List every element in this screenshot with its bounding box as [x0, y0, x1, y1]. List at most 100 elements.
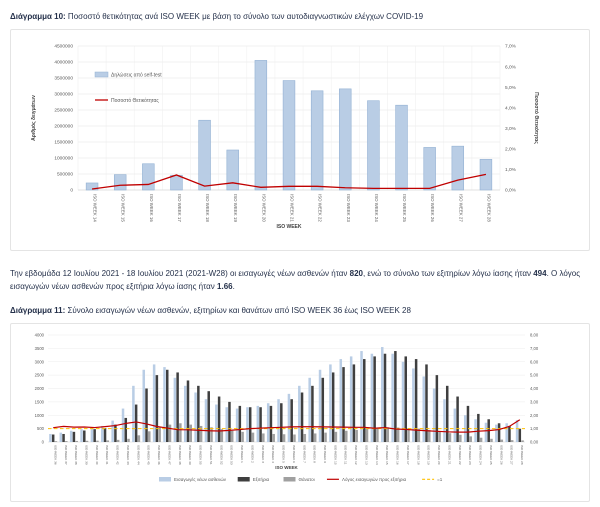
bar-series-0 — [505, 423, 508, 442]
x-axis-tick: ISO WEEK 50 — [199, 445, 203, 465]
bar-series-1 — [435, 375, 439, 442]
bar-series-1 — [425, 364, 428, 442]
selftest-bar — [85, 182, 99, 191]
bar-series-2 — [220, 429, 224, 442]
right-axis-tick: 1,00 — [530, 426, 539, 431]
x-axis-tick: ISO WEEK 36 — [53, 445, 57, 465]
bar-series-1 — [269, 405, 273, 442]
right-axis-tick: 3,0% — [505, 126, 517, 132]
x-axis-tick: ISO WEEK 39 — [84, 445, 88, 465]
bar-series-0 — [287, 393, 291, 442]
left-axis-tick: 3500000 — [54, 76, 73, 82]
x-axis-tick: ISO WEEK 27 — [510, 445, 514, 465]
chart11-heading-prefix: Διάγραμμα 11: — [10, 306, 66, 315]
right-axis-tick: 7,0% — [505, 44, 517, 50]
legend-series-2-label: Θάνατοι — [299, 476, 315, 482]
x-axis-tick: ISO WEEK 46 — [157, 445, 161, 465]
bar-series-0 — [90, 428, 94, 442]
bar-series-1 — [93, 429, 96, 442]
left-axis-tick: 1500000 — [54, 140, 73, 146]
bar-series-1 — [414, 359, 418, 442]
selftest-bar — [423, 147, 436, 191]
x-axis-tick: ISO WEEK 16 — [149, 194, 154, 222]
chart10-heading-prefix: Διάγραμμα 10: — [10, 12, 66, 21]
x-axis-tick: ISO WEEK 3 — [261, 445, 265, 463]
bar-series-2 — [459, 434, 462, 442]
right-axis-tick: 5,00 — [530, 373, 539, 378]
bar-series-1 — [280, 403, 283, 442]
bar-series-2 — [106, 440, 110, 442]
bar-series-1 — [352, 364, 356, 442]
positivity-line — [91, 173, 487, 190]
bar-series-0 — [453, 408, 457, 442]
bar-series-2 — [168, 424, 172, 442]
x-axis-tick: ISO WEEK 14 — [93, 194, 98, 222]
bar-series-0 — [183, 385, 187, 442]
x-axis-tick: ISO WEEK 5 — [282, 445, 286, 463]
bar-series-1 — [466, 405, 470, 442]
bar-series-1 — [363, 359, 366, 442]
right-axis-tick: 2,0% — [505, 147, 517, 153]
bar-series-0 — [339, 359, 343, 442]
bar-series-2 — [345, 430, 348, 442]
x-axis-tick: ISO WEEK 9 — [323, 445, 327, 463]
x-axis-tick: ISO WEEK 18 — [416, 445, 420, 465]
x-axis-tick: ISO WEEK 26 — [430, 194, 435, 222]
x-axis-tick: ISO WEEK 8 — [313, 445, 317, 463]
bar-series-0 — [246, 407, 249, 442]
bar-series-2 — [251, 432, 255, 442]
x-axis-tick: ISO WEEK 21 — [290, 194, 295, 222]
bar-series-1 — [155, 375, 159, 442]
bar-series-0 — [495, 424, 498, 442]
bar-series-1 — [383, 353, 387, 442]
bar-series-0 — [173, 377, 177, 442]
chart11-svg: 4000 3500 3000 2500 2000 1500 1000 500 0 8,00 7,00… — [35, 333, 539, 483]
bar-series-2 — [521, 440, 524, 442]
bar-series-1 — [259, 407, 262, 442]
bar-series-0 — [225, 407, 228, 442]
x-axis-tick: ISO WEEK 16 — [396, 445, 400, 465]
x-axis-tick: ISO WEEK 10 — [333, 445, 337, 465]
x-axis-tick: ISO WEEK 47 — [167, 445, 171, 465]
bar-series-0 — [381, 347, 384, 442]
legend-ratio-label: Λόγος εισαγωγών προς εξιτήρια — [342, 476, 407, 482]
bar-series-0 — [329, 364, 332, 442]
bar-series-2 — [293, 434, 296, 442]
bar-series-1 — [145, 388, 148, 442]
bar-series-1 — [394, 351, 397, 442]
x-axis-tick: ISO WEEK 25 — [402, 194, 407, 222]
bar-series-2 — [65, 441, 68, 442]
bar-series-0 — [121, 408, 125, 442]
left-axis-tick: 4000 — [35, 333, 45, 338]
x-axis-tick: ISO WEEK 24 — [479, 445, 483, 465]
x-axis-tick: ISO WEEK 22 — [458, 445, 462, 465]
bar-series-1 — [228, 401, 231, 442]
selftest-bar — [367, 100, 380, 191]
bar-series-2 — [199, 425, 203, 442]
selftest-bar — [170, 174, 183, 191]
bar-series-1 — [83, 430, 86, 442]
left-axis-tick: 4000000 — [54, 60, 73, 66]
bar-series-2 — [85, 440, 89, 442]
paragraph-text: , ενώ το σύνολο των εξιτηρίων λόγω ίασης… — [362, 269, 534, 278]
bar-series-2 — [96, 440, 99, 442]
selftest-bar — [310, 90, 324, 191]
bar-series-1 — [508, 425, 511, 442]
left-axis-tick: 2500 — [35, 373, 45, 378]
left-axis-tick: 2000000 — [54, 124, 73, 130]
x-axis-tick: ISO WEEK 15 — [121, 194, 126, 222]
x-axis-tick: ISO WEEK 13 — [364, 445, 368, 465]
bar-series-1 — [134, 404, 138, 442]
selftest-bar — [395, 104, 408, 191]
chart10-plot — [77, 45, 501, 191]
legend-series-1-label: Εξιτήρια — [253, 476, 270, 482]
selftest-bar — [113, 174, 127, 191]
legend-swatch-selftest — [94, 71, 109, 78]
bar-series-1 — [331, 372, 335, 442]
bar-series-1 — [342, 367, 345, 442]
bar-series-2 — [148, 431, 151, 442]
bar-series-2 — [179, 423, 182, 442]
bar-series-2 — [272, 433, 275, 442]
right-axis-title: Ποσοστό Θετικότητας — [533, 92, 539, 144]
bar-series-2 — [500, 439, 504, 442]
